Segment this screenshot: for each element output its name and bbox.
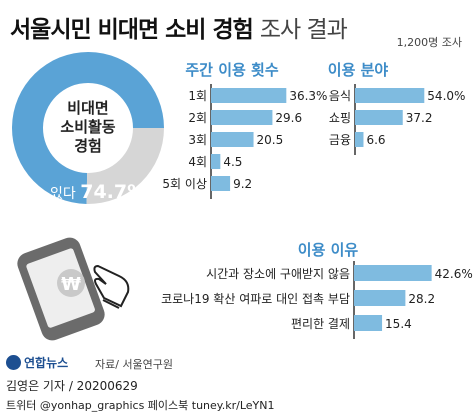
category-label: 3회 xyxy=(188,133,207,147)
donut-yes-label: 있다 74.7% xyxy=(50,181,146,203)
smartphone-won-icon: ₩ xyxy=(17,237,105,341)
section-title-bg xyxy=(316,61,400,81)
bar xyxy=(211,132,254,147)
section-title: 이용 분야 xyxy=(328,61,389,79)
bar xyxy=(355,88,425,103)
title-bold: 서울시민 비대면 소비 경험 xyxy=(10,17,254,43)
value-label: 15.4 xyxy=(385,317,412,331)
value-label: 29.6 xyxy=(275,111,302,125)
category-label: 금융 xyxy=(329,133,351,147)
bar xyxy=(211,88,287,103)
category-label: 2회 xyxy=(188,111,207,125)
value-label: 9.2 xyxy=(233,177,252,191)
donut-yes-value: 74.7% xyxy=(80,181,146,203)
category-label: 편리한 결제 xyxy=(291,317,350,331)
value-label: 42.6% xyxy=(435,267,473,281)
donut-slice-rest xyxy=(86,128,164,204)
value-label: 37.2 xyxy=(406,111,433,125)
bar xyxy=(354,290,406,306)
byline: 김영은 기자 / 20200629 xyxy=(6,379,138,393)
credits: 트위터 @yonhap_graphics 페이스북 tuney.kr/LeYN1 xyxy=(6,399,275,412)
source-note: 자료/ 서울연구원 xyxy=(95,358,174,371)
bar xyxy=(211,110,273,125)
category-label: 시간과 장소에 구애받지 않음 xyxy=(206,267,350,281)
value-label: 4.5 xyxy=(223,155,242,169)
category-label: 1회 xyxy=(188,89,207,103)
sample-size: 1,200명 조사 xyxy=(396,36,462,49)
pointing-hand-icon xyxy=(93,264,130,309)
value-label: 20.5 xyxy=(257,133,284,147)
value-label: 28.2 xyxy=(408,292,435,306)
category-label: 4회 xyxy=(188,155,207,169)
logo-mark-icon xyxy=(6,355,21,370)
donut-center-label: 소비활동 xyxy=(60,118,115,136)
section-title: 주간 이용 횟수 xyxy=(185,61,278,79)
category-label: 음식 xyxy=(329,89,351,103)
section-title: 이용 이유 xyxy=(298,241,359,259)
donut-center-label: 경험 xyxy=(74,137,102,155)
category-label: 코로나19 확산 여파로 대인 접촉 부담 xyxy=(161,292,350,306)
yonhap-logo: 연합뉴스 xyxy=(6,354,68,371)
bar xyxy=(211,154,221,169)
bar xyxy=(355,110,403,125)
page-title: 서울시민 비대면 소비 경험 조사 결과 xyxy=(10,10,348,44)
value-label: 6.6 xyxy=(366,133,385,147)
bar xyxy=(354,315,383,331)
bar xyxy=(354,265,432,281)
section-title-bg xyxy=(170,61,294,81)
value-label: 36.3% xyxy=(289,89,327,103)
value-label: 54.0% xyxy=(427,89,465,103)
logo-text: 연합뉴스 xyxy=(24,356,69,370)
bar xyxy=(355,132,364,147)
svg-text:₩: ₩ xyxy=(61,274,81,295)
title-light: 조사 결과 xyxy=(259,17,348,43)
donut-slice-yes xyxy=(12,51,165,204)
category-label: 쇼핑 xyxy=(329,111,351,125)
donut-center-label: 비대면 xyxy=(67,99,108,117)
section-title-bg xyxy=(286,241,370,261)
bar xyxy=(211,176,231,191)
category-label: 5회 이상 xyxy=(162,177,207,191)
